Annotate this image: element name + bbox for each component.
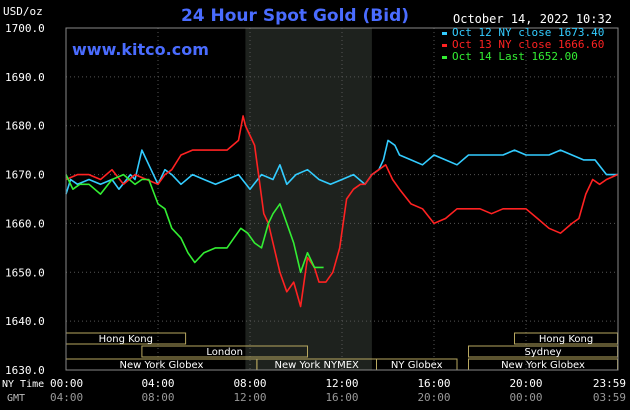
- x-tick-gmt: 08:00: [141, 391, 174, 404]
- x-tick-ny: 12:00: [325, 377, 358, 390]
- y-tick-label: 1630.0: [5, 364, 45, 377]
- y-axis-label: USD/oz: [3, 5, 43, 18]
- legend-entry: Oct 13 NY close 1666.60: [452, 38, 604, 51]
- legend-entry: Oct 12 NY close 1673.40: [452, 26, 604, 39]
- y-tick-label: 1680.0: [5, 120, 45, 133]
- x-tick-ny: 04:00: [141, 377, 174, 390]
- y-tick-label: 1690.0: [5, 71, 45, 84]
- session-label: New York Globex: [501, 360, 585, 371]
- session-label: NY Globex: [391, 360, 443, 371]
- y-tick-label: 1660.0: [5, 217, 45, 230]
- website-label: www.kitco.com: [72, 40, 209, 59]
- gmt-label: GMT: [7, 393, 25, 404]
- x-tick-ny: 20:00: [509, 377, 542, 390]
- plot-border: [65, 27, 619, 371]
- series-line: [65, 115, 618, 308]
- y-tick-labels: 1700.0 1690.0 1680.0 1670.0 1660.0 1650.0 1640…: [5, 22, 45, 377]
- x-tick-gmt: 04:00: [50, 391, 83, 404]
- session-label: New York NYMEX: [275, 360, 360, 371]
- y-tick-label: 1650.0: [5, 266, 45, 279]
- session-label: Sydney: [525, 347, 562, 358]
- ny-time-label: NY Time: [2, 379, 44, 390]
- legend-swatch: [442, 44, 447, 47]
- chart-title: 24 Hour Spot Gold (Bid): [181, 6, 409, 26]
- legend-swatch: [442, 56, 447, 59]
- series-line: [65, 173, 324, 274]
- x-tick-gmt: 03:59: [593, 391, 626, 404]
- x-tick-gmt: 12:00: [233, 391, 266, 404]
- x-tick-ny: 16:00: [417, 377, 450, 390]
- legend-swatch: [442, 32, 447, 35]
- x-tick-gmt: 00:00: [509, 391, 542, 404]
- highlight-band: [245, 28, 372, 370]
- x-tick-ny: 08:00: [233, 377, 266, 390]
- x-tick-ny: 23:59: [593, 377, 626, 390]
- x-tick-labels: 00:0004:0004:0008:0008:0012:0012:0016:00…: [50, 377, 626, 404]
- x-tick-gmt: 20:00: [417, 391, 450, 404]
- session-bar: [141, 345, 308, 358]
- series-lines: [65, 115, 618, 308]
- y-tick-label: 1700.0: [5, 22, 45, 35]
- y-tick-label: 1640.0: [5, 315, 45, 328]
- timestamp: October 14, 2022 10:32: [453, 12, 612, 26]
- session-label: Hong Kong: [539, 334, 593, 345]
- session-label: Hong Kong: [99, 334, 153, 345]
- y-tick-label: 1670.0: [5, 169, 45, 182]
- legend-entry: Oct 14 Last 1652.00: [452, 50, 578, 63]
- series-line: [65, 139, 618, 195]
- x-tick-gmt: 16:00: [325, 391, 358, 404]
- x-tick-ny: 00:00: [50, 377, 83, 390]
- session-label: London: [206, 347, 243, 358]
- session-label: New York Globex: [120, 360, 204, 371]
